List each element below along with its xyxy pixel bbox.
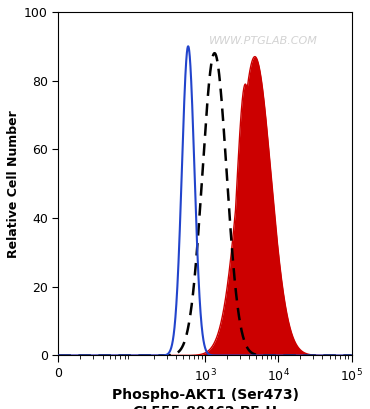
- Y-axis label: Relative Cell Number: Relative Cell Number: [7, 110, 20, 258]
- Text: CL555-80462,PE-H: CL555-80462,PE-H: [132, 405, 278, 409]
- Text: WWW.PTGLAB.COM: WWW.PTGLAB.COM: [209, 36, 318, 46]
- X-axis label: Phospho-AKT1 (Ser473): Phospho-AKT1 (Ser473): [111, 388, 299, 402]
